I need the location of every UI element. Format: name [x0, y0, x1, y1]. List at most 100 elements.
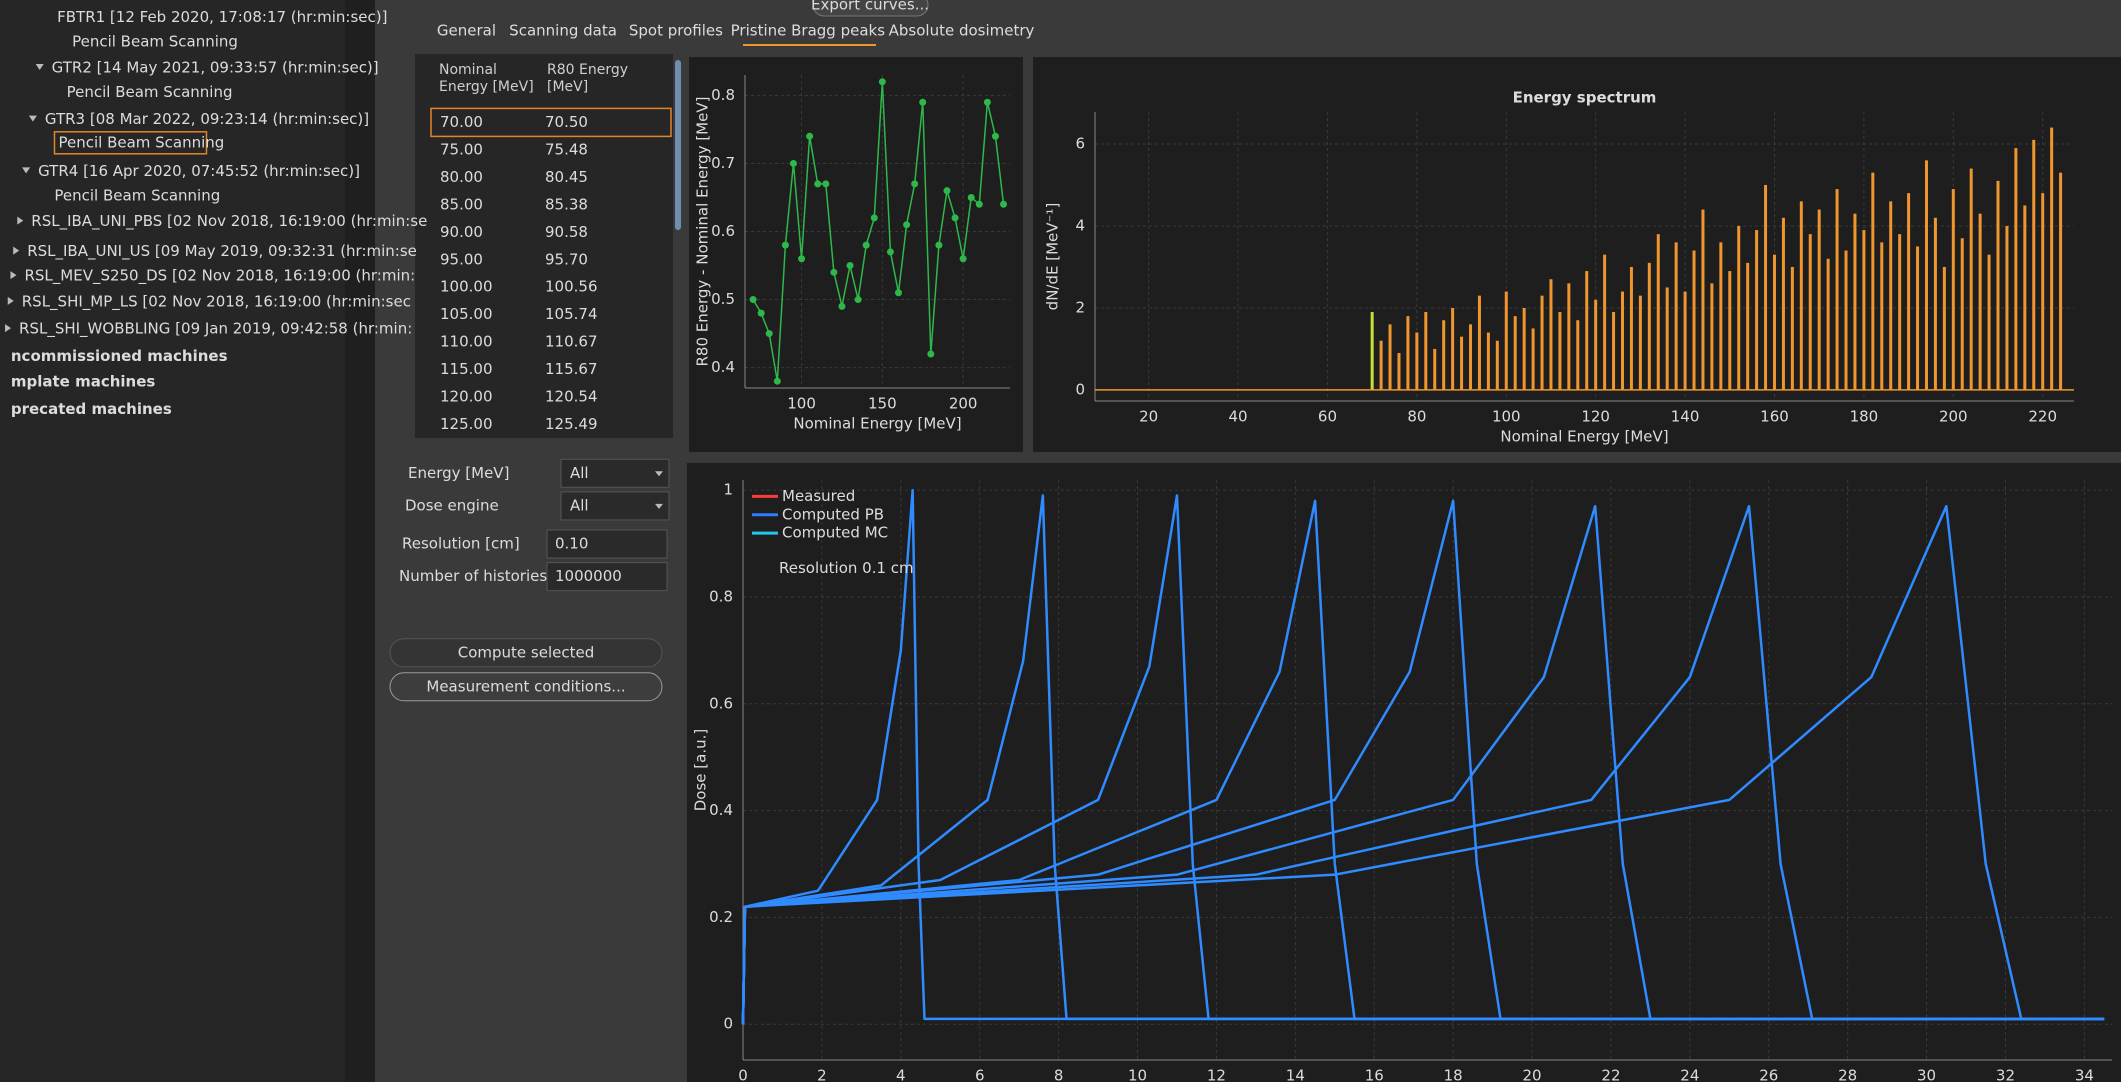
table-cell[interactable]: 85.00 — [440, 195, 483, 213]
table-cell[interactable]: 125.49 — [545, 415, 598, 433]
bar — [1943, 267, 1946, 390]
bar — [1460, 337, 1463, 390]
y-tick-label: 0.2 — [709, 908, 733, 926]
data-point — [855, 296, 862, 303]
x-tick-label: 12 — [1207, 1067, 1226, 1082]
input-value[interactable]: 0.10 — [555, 535, 588, 553]
bar — [1916, 246, 1919, 389]
y-tick-label: 0.8 — [711, 86, 735, 104]
table-cell[interactable]: 90.00 — [440, 223, 483, 241]
table-cell[interactable]: 75.00 — [440, 140, 483, 158]
table-cell[interactable]: 70.50 — [545, 113, 588, 131]
app-window: Export curves... FBTR1 [12 Feb 2020, 17:… — [0, 0, 2121, 1082]
tree-item[interactable]: precated machines — [11, 400, 172, 418]
table-cell[interactable]: 105.00 — [440, 305, 493, 323]
table-cell[interactable]: 110.00 — [440, 333, 493, 351]
x-tick-label: 4 — [896, 1067, 906, 1082]
table-cell[interactable]: 85.38 — [545, 195, 588, 213]
data-point — [984, 99, 991, 106]
tree-item[interactable]: Pencil Beam Scanning — [58, 133, 224, 151]
table-cell[interactable]: 100.56 — [545, 278, 598, 296]
data-point — [758, 310, 765, 317]
y-tick-label: 1 — [723, 481, 733, 499]
y-axis-label: R80 Energy - Nominal Energy [MeV] — [694, 97, 712, 367]
bar — [1746, 263, 1749, 390]
bar — [1675, 242, 1678, 390]
bar — [1988, 255, 1991, 390]
x-tick-label: 14 — [1286, 1067, 1305, 1082]
table-cell[interactable]: 100.00 — [440, 278, 493, 296]
data-point — [887, 248, 894, 255]
bar — [1541, 296, 1544, 390]
tab[interactable]: Pristine Bragg peaks — [731, 22, 886, 40]
table-cell[interactable]: 95.00 — [440, 250, 483, 268]
tree-item[interactable]: Pencil Beam Scanning — [72, 33, 238, 51]
x-tick-label: 24 — [1680, 1067, 1699, 1082]
tree-item[interactable]: GTR4 [16 Apr 2020, 07:45:52 (hr:min:sec)… — [38, 162, 360, 180]
data-point — [806, 133, 813, 140]
bar — [1809, 234, 1812, 390]
x-tick-label: 28 — [1838, 1067, 1857, 1082]
button-label[interactable]: Compute selected — [458, 643, 595, 661]
y-tick-label: 0.6 — [709, 694, 733, 712]
bar — [1898, 234, 1901, 390]
y-tick-label: 0.6 — [711, 222, 735, 240]
export-button-label[interactable]: Export curves... — [811, 0, 929, 14]
bar — [2005, 226, 2008, 390]
tree-item[interactable]: RSL_SHI_MP_LS [02 Nov 2018, 16:19:00 (hr… — [22, 292, 411, 311]
tree-item[interactable]: RSL_IBA_UNI_PBS [02 Nov 2018, 16:19:00 (… — [31, 212, 427, 231]
bar — [1889, 201, 1892, 390]
y-tick-label: 0.7 — [711, 154, 735, 172]
y-tick-label: 2 — [1075, 298, 1085, 316]
table-cell[interactable]: 115.67 — [545, 360, 598, 378]
table-cell[interactable]: 80.45 — [545, 168, 588, 186]
x-tick-label: 34 — [2075, 1067, 2094, 1082]
bar — [1523, 308, 1526, 390]
button-label[interactable]: Measurement conditions... — [426, 677, 625, 695]
tab[interactable]: General — [437, 22, 496, 40]
tree-item[interactable]: Pencil Beam Scanning — [67, 83, 233, 101]
data-point — [782, 242, 789, 249]
dropdown-value[interactable]: All — [570, 464, 589, 482]
bar — [1496, 341, 1499, 390]
input-value[interactable]: 1000000 — [555, 567, 622, 585]
tree-item[interactable]: RSL_MEV_S250_DS [02 Nov 2018, 16:19:00 (… — [24, 267, 415, 286]
table-cell[interactable]: 120.00 — [440, 388, 493, 406]
data-point — [766, 330, 773, 337]
table-cell[interactable]: 80.00 — [440, 168, 483, 186]
data-point — [903, 221, 910, 228]
bar — [2059, 173, 2062, 390]
x-tick-label: 140 — [1671, 408, 1700, 426]
table-cell[interactable]: 70.00 — [440, 113, 483, 131]
table-cell[interactable]: 95.70 — [545, 250, 588, 268]
table-cell[interactable]: 120.54 — [545, 388, 598, 406]
bar — [1505, 292, 1508, 390]
table-cell[interactable]: 90.58 — [545, 223, 588, 241]
data-point — [960, 255, 967, 262]
tree-item[interactable]: RSL_IBA_UNI_US [09 May 2019, 09:32:31 (h… — [27, 242, 417, 261]
table-cell[interactable]: 110.67 — [545, 333, 598, 351]
tree-item[interactable]: FBTR1 [12 Feb 2020, 17:08:17 (hr:min:sec… — [57, 8, 387, 26]
bar — [1567, 283, 1570, 390]
tree-item[interactable]: ncommissioned machines — [11, 347, 228, 365]
bar — [1424, 312, 1427, 390]
bar — [1451, 308, 1454, 390]
tree-item[interactable]: GTR3 [08 Mar 2022, 09:23:14 (hr:min:sec)… — [45, 110, 369, 128]
tree-item[interactable]: Pencil Beam Scanning — [54, 186, 220, 204]
dropdown-value[interactable]: All — [570, 496, 589, 514]
tree-item[interactable]: GTR2 [14 May 2021, 09:33:57 (hr:min:sec)… — [52, 59, 379, 77]
legend-label: Measured — [782, 487, 855, 505]
tree-item[interactable]: mplate machines — [11, 373, 156, 391]
data-point — [863, 242, 870, 249]
table-cell[interactable]: 75.48 — [545, 140, 588, 158]
table-cell[interactable]: 105.74 — [545, 305, 598, 323]
table-cell[interactable]: 125.00 — [440, 415, 493, 433]
tree-item[interactable]: RSL_SHI_WOBBLING [09 Jan 2019, 09:42:58 … — [19, 320, 412, 339]
bar — [1719, 242, 1722, 390]
table-cell[interactable]: 115.00 — [440, 360, 493, 378]
bar — [1970, 169, 1973, 390]
tab[interactable]: Spot profiles — [629, 22, 723, 40]
bar — [1728, 271, 1731, 390]
tab[interactable]: Scanning data — [509, 22, 617, 40]
tab[interactable]: Absolute dosimetry — [889, 22, 1035, 40]
